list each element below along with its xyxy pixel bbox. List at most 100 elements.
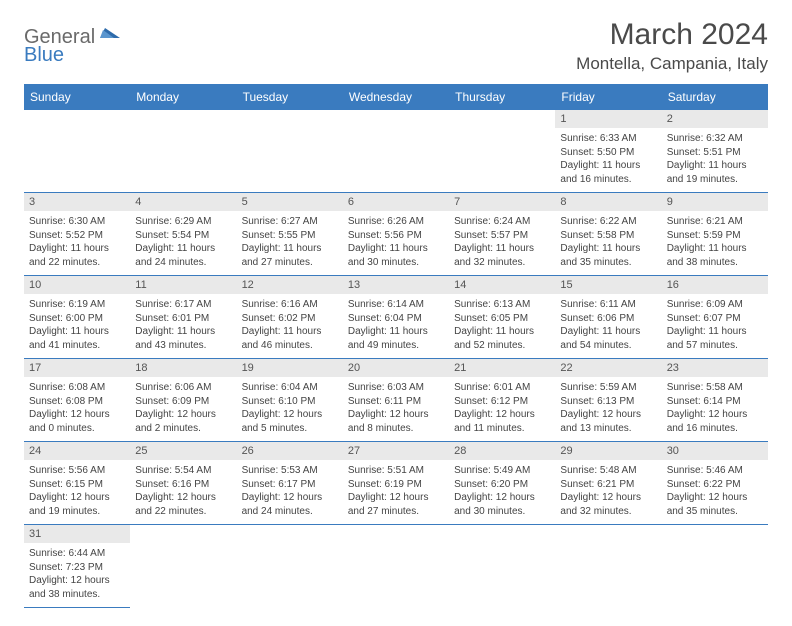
calendar-cell: 12Sunrise: 6:16 AMSunset: 6:02 PMDayligh… — [237, 276, 343, 359]
day-details: Sunrise: 6:01 AMSunset: 6:12 PMDaylight:… — [449, 377, 555, 441]
calendar-cell: 9Sunrise: 6:21 AMSunset: 5:59 PMDaylight… — [662, 193, 768, 276]
calendar-cell: 10Sunrise: 6:19 AMSunset: 6:00 PMDayligh… — [24, 276, 130, 359]
calendar-cell — [449, 110, 555, 193]
day-details: Sunrise: 6:24 AMSunset: 5:57 PMDaylight:… — [449, 211, 555, 275]
calendar-cell: 29Sunrise: 5:48 AMSunset: 6:21 PMDayligh… — [555, 442, 661, 525]
calendar-row: 24Sunrise: 5:56 AMSunset: 6:15 PMDayligh… — [24, 442, 768, 525]
day-number: 4 — [130, 193, 236, 211]
day-number: 8 — [555, 193, 661, 211]
weekday-header-row: SundayMondayTuesdayWednesdayThursdayFrid… — [24, 84, 768, 110]
day-number: 10 — [24, 276, 130, 294]
calendar-row: 1Sunrise: 6:33 AMSunset: 5:50 PMDaylight… — [24, 110, 768, 193]
day-number: 9 — [662, 193, 768, 211]
weekday-header: Thursday — [449, 84, 555, 110]
day-number: 29 — [555, 442, 661, 460]
day-details: Sunrise: 6:09 AMSunset: 6:07 PMDaylight:… — [662, 294, 768, 358]
day-details: Sunrise: 6:03 AMSunset: 6:11 PMDaylight:… — [343, 377, 449, 441]
calendar-cell: 2Sunrise: 6:32 AMSunset: 5:51 PMDaylight… — [662, 110, 768, 193]
calendar-cell: 28Sunrise: 5:49 AMSunset: 6:20 PMDayligh… — [449, 442, 555, 525]
calendar-cell: 6Sunrise: 6:26 AMSunset: 5:56 PMDaylight… — [343, 193, 449, 276]
day-details: Sunrise: 5:49 AMSunset: 6:20 PMDaylight:… — [449, 460, 555, 524]
day-number: 21 — [449, 359, 555, 377]
calendar-cell: 4Sunrise: 6:29 AMSunset: 5:54 PMDaylight… — [130, 193, 236, 276]
day-number: 12 — [237, 276, 343, 294]
logo-sub: Blue — [24, 44, 64, 67]
weekday-header: Wednesday — [343, 84, 449, 110]
calendar-cell: 26Sunrise: 5:53 AMSunset: 6:17 PMDayligh… — [237, 442, 343, 525]
day-details: Sunrise: 6:11 AMSunset: 6:06 PMDaylight:… — [555, 294, 661, 358]
calendar-cell — [130, 525, 236, 608]
flag-icon — [100, 24, 122, 45]
day-details: Sunrise: 5:59 AMSunset: 6:13 PMDaylight:… — [555, 377, 661, 441]
day-details: Sunrise: 5:56 AMSunset: 6:15 PMDaylight:… — [24, 460, 130, 524]
calendar-row: 3Sunrise: 6:30 AMSunset: 5:52 PMDaylight… — [24, 193, 768, 276]
day-details: Sunrise: 5:48 AMSunset: 6:21 PMDaylight:… — [555, 460, 661, 524]
day-number: 13 — [343, 276, 449, 294]
weekday-header: Sunday — [24, 84, 130, 110]
day-number: 25 — [130, 442, 236, 460]
day-number: 15 — [555, 276, 661, 294]
weekday-header: Saturday — [662, 84, 768, 110]
calendar-cell — [555, 525, 661, 608]
day-details: Sunrise: 6:30 AMSunset: 5:52 PMDaylight:… — [24, 211, 130, 275]
day-details: Sunrise: 6:19 AMSunset: 6:00 PMDaylight:… — [24, 294, 130, 358]
day-number: 6 — [343, 193, 449, 211]
day-details: Sunrise: 5:53 AMSunset: 6:17 PMDaylight:… — [237, 460, 343, 524]
day-number: 11 — [130, 276, 236, 294]
day-number: 30 — [662, 442, 768, 460]
day-details: Sunrise: 6:14 AMSunset: 6:04 PMDaylight:… — [343, 294, 449, 358]
calendar-body: 1Sunrise: 6:33 AMSunset: 5:50 PMDaylight… — [24, 110, 768, 608]
day-details: Sunrise: 6:08 AMSunset: 6:08 PMDaylight:… — [24, 377, 130, 441]
calendar-cell — [237, 110, 343, 193]
day-number: 16 — [662, 276, 768, 294]
day-number: 27 — [343, 442, 449, 460]
calendar-row: 17Sunrise: 6:08 AMSunset: 6:08 PMDayligh… — [24, 359, 768, 442]
calendar-cell: 16Sunrise: 6:09 AMSunset: 6:07 PMDayligh… — [662, 276, 768, 359]
day-number: 5 — [237, 193, 343, 211]
day-details: Sunrise: 5:54 AMSunset: 6:16 PMDaylight:… — [130, 460, 236, 524]
calendar-cell: 20Sunrise: 6:03 AMSunset: 6:11 PMDayligh… — [343, 359, 449, 442]
calendar-cell: 17Sunrise: 6:08 AMSunset: 6:08 PMDayligh… — [24, 359, 130, 442]
calendar-cell — [130, 110, 236, 193]
calendar-cell: 31Sunrise: 6:44 AMSunset: 7:23 PMDayligh… — [24, 525, 130, 608]
header: General March 2024 Montella, Campania, I… — [24, 18, 768, 74]
calendar-row: 31Sunrise: 6:44 AMSunset: 7:23 PMDayligh… — [24, 525, 768, 608]
calendar-cell: 15Sunrise: 6:11 AMSunset: 6:06 PMDayligh… — [555, 276, 661, 359]
day-details: Sunrise: 6:32 AMSunset: 5:51 PMDaylight:… — [662, 128, 768, 192]
day-details: Sunrise: 5:58 AMSunset: 6:14 PMDaylight:… — [662, 377, 768, 441]
calendar-cell: 13Sunrise: 6:14 AMSunset: 6:04 PMDayligh… — [343, 276, 449, 359]
day-number: 1 — [555, 110, 661, 128]
calendar-cell: 27Sunrise: 5:51 AMSunset: 6:19 PMDayligh… — [343, 442, 449, 525]
weekday-header: Friday — [555, 84, 661, 110]
day-number: 2 — [662, 110, 768, 128]
weekday-header: Tuesday — [237, 84, 343, 110]
day-number: 20 — [343, 359, 449, 377]
day-number: 24 — [24, 442, 130, 460]
calendar-cell: 11Sunrise: 6:17 AMSunset: 6:01 PMDayligh… — [130, 276, 236, 359]
day-details: Sunrise: 6:44 AMSunset: 7:23 PMDaylight:… — [24, 543, 130, 607]
calendar-cell: 7Sunrise: 6:24 AMSunset: 5:57 PMDaylight… — [449, 193, 555, 276]
day-details: Sunrise: 5:46 AMSunset: 6:22 PMDaylight:… — [662, 460, 768, 524]
day-details: Sunrise: 6:27 AMSunset: 5:55 PMDaylight:… — [237, 211, 343, 275]
day-number: 17 — [24, 359, 130, 377]
weekday-header: Monday — [130, 84, 236, 110]
title-block: March 2024 Montella, Campania, Italy — [576, 18, 768, 74]
calendar-cell: 5Sunrise: 6:27 AMSunset: 5:55 PMDaylight… — [237, 193, 343, 276]
day-details: Sunrise: 6:26 AMSunset: 5:56 PMDaylight:… — [343, 211, 449, 275]
calendar-cell — [237, 525, 343, 608]
day-details: Sunrise: 5:51 AMSunset: 6:19 PMDaylight:… — [343, 460, 449, 524]
calendar-cell: 1Sunrise: 6:33 AMSunset: 5:50 PMDaylight… — [555, 110, 661, 193]
calendar-cell: 18Sunrise: 6:06 AMSunset: 6:09 PMDayligh… — [130, 359, 236, 442]
day-number: 23 — [662, 359, 768, 377]
calendar-table: SundayMondayTuesdayWednesdayThursdayFrid… — [24, 84, 768, 608]
day-number: 22 — [555, 359, 661, 377]
day-number: 19 — [237, 359, 343, 377]
calendar-cell — [662, 525, 768, 608]
day-number: 14 — [449, 276, 555, 294]
day-details: Sunrise: 6:16 AMSunset: 6:02 PMDaylight:… — [237, 294, 343, 358]
calendar-cell: 14Sunrise: 6:13 AMSunset: 6:05 PMDayligh… — [449, 276, 555, 359]
day-number: 3 — [24, 193, 130, 211]
day-details: Sunrise: 6:22 AMSunset: 5:58 PMDaylight:… — [555, 211, 661, 275]
calendar-cell: 21Sunrise: 6:01 AMSunset: 6:12 PMDayligh… — [449, 359, 555, 442]
day-details: Sunrise: 6:13 AMSunset: 6:05 PMDaylight:… — [449, 294, 555, 358]
